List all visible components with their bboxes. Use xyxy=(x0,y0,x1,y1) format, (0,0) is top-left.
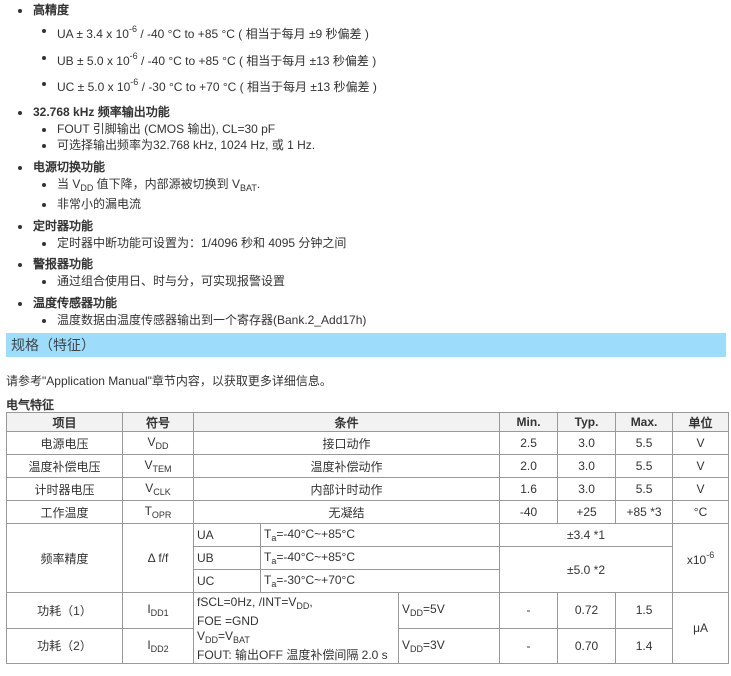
table-cell: 3.0 xyxy=(557,477,617,501)
table-cell: V xyxy=(672,454,730,478)
table-cell: 2.5 xyxy=(499,431,559,455)
feature-item: UB ± 5.0 x 10-6 / -40 °C to +85 °C ( 相当于… xyxy=(17,46,717,73)
table-cell: 接口动作 xyxy=(192,431,501,455)
feature-group: 32.768 kHz 频率输出功能 FOUT 引脚输出 (CMOS 输出), C… xyxy=(17,104,717,154)
header-cell: 单位 xyxy=(672,412,730,432)
feature-group: 警报器功能 通过组合使用日、时与分，可实现报警设置 xyxy=(17,256,717,290)
table-cell: 功耗（2） xyxy=(6,627,123,664)
table-cell: ±3.4 *1 xyxy=(499,523,674,547)
table-cell: 功耗（1） xyxy=(6,592,123,629)
table-cell: 3.0 xyxy=(557,454,617,478)
table-cell: 5.5 xyxy=(615,431,674,455)
feature-item: UC ± 5.0 x 10-6 / -30 °C to +70 °C ( 相当于… xyxy=(17,72,717,99)
table-row: 频率精度 Δ f/f UA Ta=-40°C~+85°C ±3.4 *1 x10… xyxy=(6,523,730,593)
table-row: UC Ta=-30°C~+70°C xyxy=(7,569,729,593)
table-cell: 工作温度 xyxy=(6,500,123,524)
table-cell: - xyxy=(499,627,559,664)
table-cell: 5.5 xyxy=(615,477,674,501)
table-cell: ±5.0 *2 xyxy=(499,546,674,593)
table-cell: IDD1 xyxy=(122,592,194,629)
table-cell: 1.5 xyxy=(615,592,674,629)
table-cell: VDD=3V xyxy=(397,627,501,664)
header-cell: Typ. xyxy=(557,412,617,432)
table-row: UB Ta=-40°C~+85°C ±5.0 *2 xyxy=(7,546,729,593)
table-cell: VCLK xyxy=(122,477,194,501)
table-cell: 1.4 xyxy=(615,627,674,664)
table-header-row: 项目 符号 条件 Min. Typ. Max. 单位 xyxy=(6,412,730,432)
table-cell: Δ f/f xyxy=(122,523,194,593)
table-cell: 3.0 xyxy=(557,431,617,455)
table-row: 功耗（1） IDD1 fSCL=0Hz, /INT=VDD, FOE =GND … xyxy=(6,592,730,664)
feature-item: 非常小的漏电流 xyxy=(17,196,717,213)
table-cell: VDD xyxy=(122,431,194,455)
table-cell: V xyxy=(672,477,730,501)
header-cell: Max. xyxy=(615,412,674,432)
table-cell: TOPR xyxy=(122,500,194,524)
table-cell: UC xyxy=(193,569,261,593)
table-cell: UB xyxy=(193,546,261,570)
table-cell: 内部计时动作 xyxy=(192,477,501,501)
table-cell: fSCL=0Hz, /INT=VDD, FOE =GND VDD=VBAT FO… xyxy=(193,592,399,664)
table-row: 工作温度 TOPR 无凝结 -40 +25 +85 *3 °C xyxy=(6,500,730,524)
header-cell: 项目 xyxy=(6,412,123,432)
table-cell: 5.5 xyxy=(615,454,674,478)
feature-item: FOUT 引脚输出 (CMOS 输出), CL=30 pF xyxy=(17,121,717,138)
feature-title: 定时器功能 xyxy=(17,218,717,235)
feature-item: 通过组合使用日、时与分，可实现报警设置 xyxy=(17,273,717,290)
table-row: 温度补偿电压 VTEM 温度补偿动作 2.0 3.0 5.5 V xyxy=(6,454,730,478)
feature-title: 温度传感器功能 xyxy=(17,295,717,312)
feature-group: 温度传感器功能 温度数据由温度传感器输出到一个寄存器(Bank.2_Add17h… xyxy=(17,295,717,329)
table-cell: Ta=-40°C~+85°C xyxy=(259,523,501,547)
header-cell: 符号 xyxy=(122,412,194,432)
table-cell: 计时器电压 xyxy=(6,477,123,501)
table-cell: 无凝结 xyxy=(192,500,501,524)
feature-title: 32.768 kHz 频率输出功能 xyxy=(17,104,717,121)
table-cell: +85 *3 xyxy=(615,500,674,524)
table-cell: +25 xyxy=(557,500,617,524)
header-cell: 条件 xyxy=(192,412,501,432)
table-cell: IDD2 xyxy=(122,627,194,664)
feature-title: 高精度 xyxy=(17,2,717,19)
table-cell: 频率精度 xyxy=(6,523,123,593)
header-cell: Min. xyxy=(499,412,559,432)
table-cell: 电源电压 xyxy=(6,431,123,455)
feature-group: 定时器功能 定时器中断功能可设置为：1/4096 秒和 4095 分钟之间 xyxy=(17,218,717,252)
feature-title: 电源切换功能 xyxy=(17,159,717,176)
table-cell: Ta=-30°C~+70°C xyxy=(259,569,501,593)
reference-note: 请参考"Application Manual"章节内容，以获取更多详细信息。 xyxy=(6,374,332,388)
table-row: 功耗（2） IDD2 VDD=3V - 0.70 1.4 xyxy=(6,627,729,664)
table-cell: Ta=-40°C~+85°C xyxy=(259,546,501,570)
electrical-characteristics-table: 项目 符号 条件 Min. Typ. Max. 单位 电源电压 VDD 接口动作… xyxy=(6,412,730,664)
table-cell: - xyxy=(499,592,559,629)
table-cell: V xyxy=(672,431,730,455)
table-cell: UA xyxy=(193,523,261,547)
feature-item: 当 VDD 值下降，内部源被切换到 VBAT. xyxy=(17,176,717,197)
table-cell: x10-6 xyxy=(672,523,730,593)
feature-item: 定时器中断功能可设置为：1/4096 秒和 4095 分钟之间 xyxy=(17,235,717,252)
section-header: 规格（特征） xyxy=(6,333,726,357)
table-cell: 0.72 xyxy=(557,592,617,629)
feature-title: 警报器功能 xyxy=(17,256,717,273)
table-cell: VDD=5V xyxy=(397,592,501,629)
table-cell: 1.6 xyxy=(499,477,559,501)
table-cell: VTEM xyxy=(122,454,194,478)
feature-item: 温度数据由温度传感器输出到一个寄存器(Bank.2_Add17h) xyxy=(17,312,717,329)
feature-group: 电源切换功能 当 VDD 值下降，内部源被切换到 VBAT. 非常小的漏电流 xyxy=(17,159,717,213)
table-cell: 0.70 xyxy=(557,627,617,664)
feature-group: 高精度 UA ± 3.4 x 10-6 / -40 °C to +85 °C (… xyxy=(17,2,717,99)
feature-item: UA ± 3.4 x 10-6 / -40 °C to +85 °C ( 相当于… xyxy=(17,19,717,46)
table-title: 电气特征 xyxy=(6,398,55,412)
table-row: 计时器电压 VCLK 内部计时动作 1.6 3.0 5.5 V xyxy=(6,477,730,501)
feature-list: 高精度 UA ± 3.4 x 10-6 / -40 °C to +85 °C (… xyxy=(17,2,717,333)
table-cell: 温度补偿电压 xyxy=(6,454,123,478)
table-cell: °C xyxy=(672,500,730,524)
table-cell: μA xyxy=(672,592,730,664)
table-cell: 2.0 xyxy=(499,454,559,478)
table-cell: 温度补偿动作 xyxy=(192,454,501,478)
table-cell: -40 xyxy=(499,500,559,524)
table-row: 电源电压 VDD 接口动作 2.5 3.0 5.5 V xyxy=(6,431,730,455)
feature-item: 可选择输出频率为32.768 kHz, 1024 Hz, 或 1 Hz. xyxy=(17,137,717,154)
